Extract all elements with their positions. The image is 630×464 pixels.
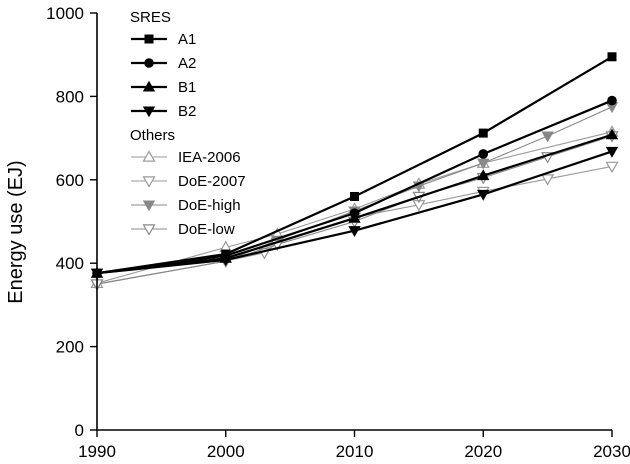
data-point [605, 161, 619, 174]
legend-item: DoE-low [131, 221, 235, 238]
legend-item: A2 [131, 55, 196, 72]
data-point [350, 191, 359, 201]
legend-item: B1 [131, 79, 196, 96]
data-point [541, 131, 554, 143]
data-point [477, 158, 490, 170]
x-tick-label: 2020 [464, 442, 502, 461]
y-tick-label: 400 [56, 254, 84, 273]
tick-layer: 1990 2000 2010 2020 2030 0 200 400 600 800 1000 [46, 4, 630, 461]
data-point [607, 52, 617, 62]
y-tick-label: 800 [56, 87, 84, 106]
legend-label: A1 [178, 31, 196, 48]
plot-area: 1990 2000 2010 2020 2030 0 200 400 600 800 1000 [46, 4, 630, 461]
legend-label: DoE-2007 [178, 173, 246, 190]
legend-label: B1 [178, 79, 196, 96]
data-point [605, 128, 619, 140]
data-point [607, 95, 617, 106]
data-point [541, 174, 555, 186]
legend-item: DoE-high [131, 197, 241, 214]
y-tick-label: 600 [56, 171, 84, 190]
data-point [219, 255, 232, 267]
data-point [348, 211, 361, 223]
legend-marker [142, 200, 156, 212]
data-point [477, 189, 490, 201]
legend-label: IEA-2006 [178, 149, 241, 166]
legend-item: DoE-2007 [131, 173, 246, 190]
legend-marker [142, 176, 156, 188]
data-point [348, 226, 361, 237]
legend-group-title: SRES [130, 9, 171, 26]
x-tick-label: 2000 [207, 442, 245, 461]
data-point [605, 146, 619, 158]
data-point [478, 128, 488, 138]
x-tick-label: 2010 [336, 442, 374, 461]
y-tick-label: 1000 [46, 4, 84, 23]
data-point [478, 149, 489, 159]
x-tick-label: 1990 [78, 442, 116, 461]
legend-marker [144, 34, 154, 44]
legend-label: A2 [178, 55, 196, 72]
legend-label: DoE-high [178, 197, 241, 214]
legend-marker [142, 80, 156, 92]
y-tick-label: 200 [56, 338, 84, 357]
legend-item: IEA-2006 [131, 149, 241, 166]
legend-label: DoE-low [178, 221, 235, 238]
legend-item: A1 [131, 31, 196, 48]
legend-marker [142, 106, 156, 118]
legend-group-title: Others [130, 127, 175, 144]
series-a2 [92, 95, 617, 279]
legend-marker [142, 150, 156, 162]
legend-label: B2 [178, 103, 196, 120]
legend-marker [144, 58, 154, 68]
x-tick-label: 2030 [593, 442, 630, 461]
series-layer [90, 52, 619, 291]
y-tick-label: 0 [75, 421, 84, 440]
y-axis-title: Energy use (EJ) [5, 160, 27, 303]
series-a1 [92, 52, 617, 278]
series-line [96, 55, 613, 275]
legend-item: B2 [131, 103, 196, 120]
series-b2 [90, 146, 619, 280]
data-point [477, 169, 490, 181]
legend-marker [142, 224, 156, 236]
